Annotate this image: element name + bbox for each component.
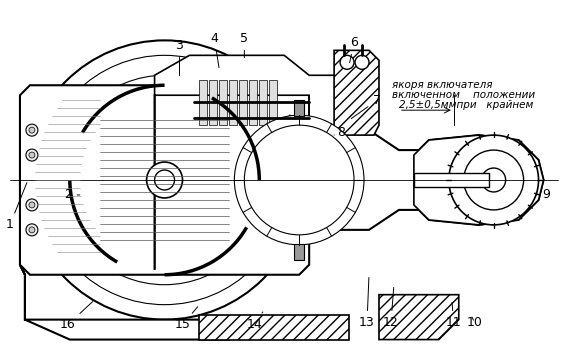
Polygon shape: [20, 85, 543, 340]
Circle shape: [482, 168, 505, 192]
Text: 4: 4: [210, 32, 219, 67]
Bar: [200, 80, 208, 125]
Circle shape: [303, 124, 315, 136]
Polygon shape: [414, 135, 543, 225]
Circle shape: [29, 227, 35, 233]
Bar: [294, 244, 304, 260]
Circle shape: [26, 149, 38, 161]
Circle shape: [26, 199, 38, 211]
Text: 9: 9: [536, 188, 550, 201]
Text: 14: 14: [247, 312, 263, 331]
Text: 11: 11: [446, 302, 462, 329]
Text: 10: 10: [467, 316, 482, 329]
Bar: [229, 80, 237, 125]
Circle shape: [340, 55, 354, 69]
Text: 1: 1: [6, 182, 27, 231]
Circle shape: [155, 170, 175, 190]
Bar: [269, 80, 277, 125]
Circle shape: [26, 224, 38, 236]
Circle shape: [147, 162, 182, 198]
Text: 16: 16: [60, 302, 93, 331]
Circle shape: [26, 124, 38, 136]
Text: 2: 2: [64, 188, 80, 201]
Text: 15: 15: [175, 307, 198, 331]
Bar: [239, 80, 247, 125]
Circle shape: [29, 127, 35, 133]
Circle shape: [80, 95, 250, 265]
Text: 5: 5: [240, 32, 248, 57]
Text: якоря включателя: якоря включателя: [392, 80, 492, 90]
Text: 2,5±0,5ммпри   крайнем: 2,5±0,5ммпри крайнем: [399, 100, 533, 110]
Text: 3: 3: [175, 39, 183, 75]
Bar: [294, 100, 304, 116]
Text: 6: 6: [350, 36, 358, 62]
Circle shape: [235, 115, 364, 245]
Circle shape: [449, 135, 539, 225]
Bar: [414, 173, 489, 187]
Text: 8: 8: [334, 126, 345, 139]
Circle shape: [40, 55, 289, 305]
Circle shape: [355, 55, 369, 69]
Circle shape: [29, 152, 35, 158]
Bar: [250, 80, 257, 125]
Text: 13: 13: [359, 277, 375, 329]
Circle shape: [60, 75, 269, 285]
Bar: [209, 80, 217, 125]
Polygon shape: [289, 115, 344, 220]
Circle shape: [29, 202, 35, 208]
Circle shape: [25, 40, 304, 320]
Circle shape: [244, 125, 354, 235]
Polygon shape: [379, 295, 459, 340]
Bar: [220, 80, 227, 125]
Text: 7: 7: [351, 94, 381, 119]
Polygon shape: [334, 50, 379, 135]
Circle shape: [464, 150, 524, 210]
Text: включенном    положении: включенном положении: [392, 90, 535, 100]
Polygon shape: [200, 315, 349, 340]
Bar: [259, 80, 267, 125]
Text: 12: 12: [383, 287, 399, 329]
Polygon shape: [155, 55, 374, 270]
